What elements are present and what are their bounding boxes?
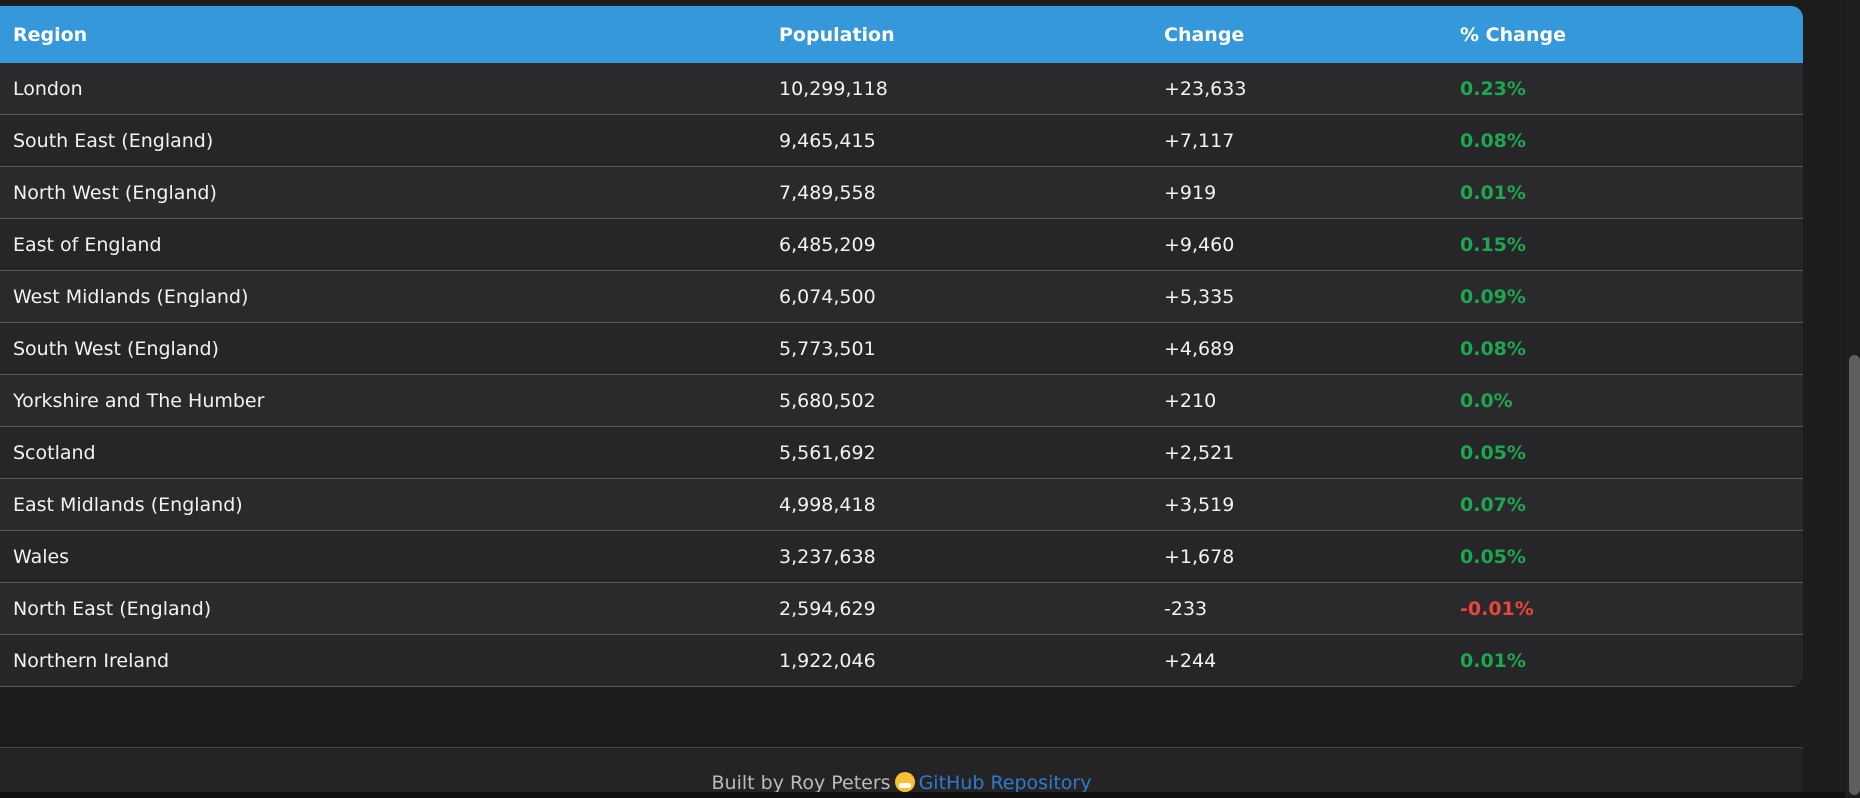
- cell-pct-change: 0.05%: [1460, 441, 1526, 464]
- cell-pct-change: 0.23%: [1460, 77, 1526, 100]
- cell-region: North West (England): [13, 181, 217, 204]
- cell-change: +2,521: [1164, 441, 1235, 464]
- table-row[interactable]: Yorkshire and The Humber 5,680,502 +210 0.0…: [0, 375, 1803, 427]
- cell-population: 5,773,501: [779, 337, 876, 360]
- table-row[interactable]: North East (England) 2,594,629 -233 -0.01%: [0, 583, 1803, 635]
- scrollbar-thumb[interactable]: [1849, 355, 1860, 795]
- table-header: Region Population Change % Change: [0, 6, 1803, 63]
- cell-pct-change: 0.0%: [1460, 389, 1513, 412]
- table-row[interactable]: Scotland 5,561,692 +2,521 0.05%: [0, 427, 1803, 479]
- grinning-face-icon: [894, 772, 915, 792]
- cell-change: +5,335: [1164, 285, 1235, 308]
- cell-change: +210: [1164, 389, 1217, 412]
- cell-pct-change: 0.15%: [1460, 233, 1526, 256]
- github-repository-link[interactable]: GitHub Repository: [918, 772, 1092, 793]
- cell-population: 3,237,638: [779, 545, 876, 568]
- table-row[interactable]: East Midlands (England) 4,998,418 +3,519 0.…: [0, 479, 1803, 531]
- table-body: London 10,299,118 +23,633 0.23% South East (…: [0, 63, 1803, 687]
- cell-change: +3,519: [1164, 493, 1235, 516]
- cell-pct-change: -0.01%: [1460, 597, 1534, 620]
- header-pct-change[interactable]: % Change: [1460, 23, 1566, 46]
- cell-region: East Midlands (England): [13, 493, 243, 516]
- cell-change: +244: [1164, 649, 1217, 672]
- cell-region: Scotland: [13, 441, 96, 464]
- cell-population: 7,489,558: [779, 181, 876, 204]
- cell-pct-change: 0.01%: [1460, 649, 1526, 672]
- cell-region: West Midlands (England): [13, 285, 249, 308]
- cell-region: East of England: [13, 233, 162, 256]
- cell-region: North East (England): [13, 597, 212, 620]
- table-row[interactable]: London 10,299,118 +23,633 0.23%: [0, 63, 1803, 115]
- cell-change: +1,678: [1164, 545, 1235, 568]
- cell-pct-change: 0.08%: [1460, 337, 1526, 360]
- cell-population: 1,922,046: [779, 649, 876, 672]
- footer-content: Built by Roy Peters GitHub Repository: [0, 772, 1803, 793]
- cell-population: 5,561,692: [779, 441, 876, 464]
- table-row[interactable]: East of England 6,485,209 +9,460 0.15%: [0, 219, 1803, 271]
- table-row[interactable]: Wales 3,237,638 +1,678 0.05%: [0, 531, 1803, 583]
- cell-change: +4,689: [1164, 337, 1235, 360]
- footer: Built by Roy Peters GitHub Repository: [0, 747, 1803, 793]
- table-row[interactable]: North West (England) 7,489,558 +919 0.01%: [0, 167, 1803, 219]
- population-table: Region Population Change % Change London…: [0, 6, 1803, 687]
- cell-change: +919: [1164, 181, 1217, 204]
- header-region[interactable]: Region: [13, 23, 88, 46]
- cell-region: London: [13, 77, 83, 100]
- cell-region: South East (England): [13, 129, 214, 152]
- cell-pct-change: 0.01%: [1460, 181, 1526, 204]
- table-row[interactable]: West Midlands (England) 6,074,500 +5,335 0.…: [0, 271, 1803, 323]
- cell-change: +23,633: [1164, 77, 1247, 100]
- cell-change: -233: [1164, 597, 1208, 620]
- cell-population: 9,465,415: [779, 129, 876, 152]
- cell-region: Yorkshire and The Humber: [13, 389, 265, 412]
- cell-population: 10,299,118: [779, 77, 888, 100]
- cell-change: +9,460: [1164, 233, 1235, 256]
- cell-population: 6,485,209: [779, 233, 876, 256]
- bottom-divider: [0, 792, 1860, 798]
- footer-credit: Built by Roy Peters: [711, 772, 891, 793]
- cell-region: South West (England): [13, 337, 219, 360]
- cell-pct-change: 0.09%: [1460, 285, 1526, 308]
- cell-pct-change: 0.07%: [1460, 493, 1526, 516]
- header-change[interactable]: Change: [1164, 23, 1245, 46]
- header-population[interactable]: Population: [779, 23, 895, 46]
- cell-population: 5,680,502: [779, 389, 876, 412]
- cell-region: Wales: [13, 545, 70, 568]
- cell-population: 6,074,500: [779, 285, 876, 308]
- cell-pct-change: 0.08%: [1460, 129, 1526, 152]
- cell-pct-change: 0.05%: [1460, 545, 1526, 568]
- cell-change: +7,117: [1164, 129, 1235, 152]
- cell-population: 2,594,629: [779, 597, 876, 620]
- table-row[interactable]: South East (England) 9,465,415 +7,117 0.08%: [0, 115, 1803, 167]
- table-row[interactable]: Northern Ireland 1,922,046 +244 0.01%: [0, 635, 1803, 687]
- cell-region: Northern Ireland: [13, 649, 170, 672]
- table-row[interactable]: South West (England) 5,773,501 +4,689 0.08%: [0, 323, 1803, 375]
- cell-population: 4,998,418: [779, 493, 876, 516]
